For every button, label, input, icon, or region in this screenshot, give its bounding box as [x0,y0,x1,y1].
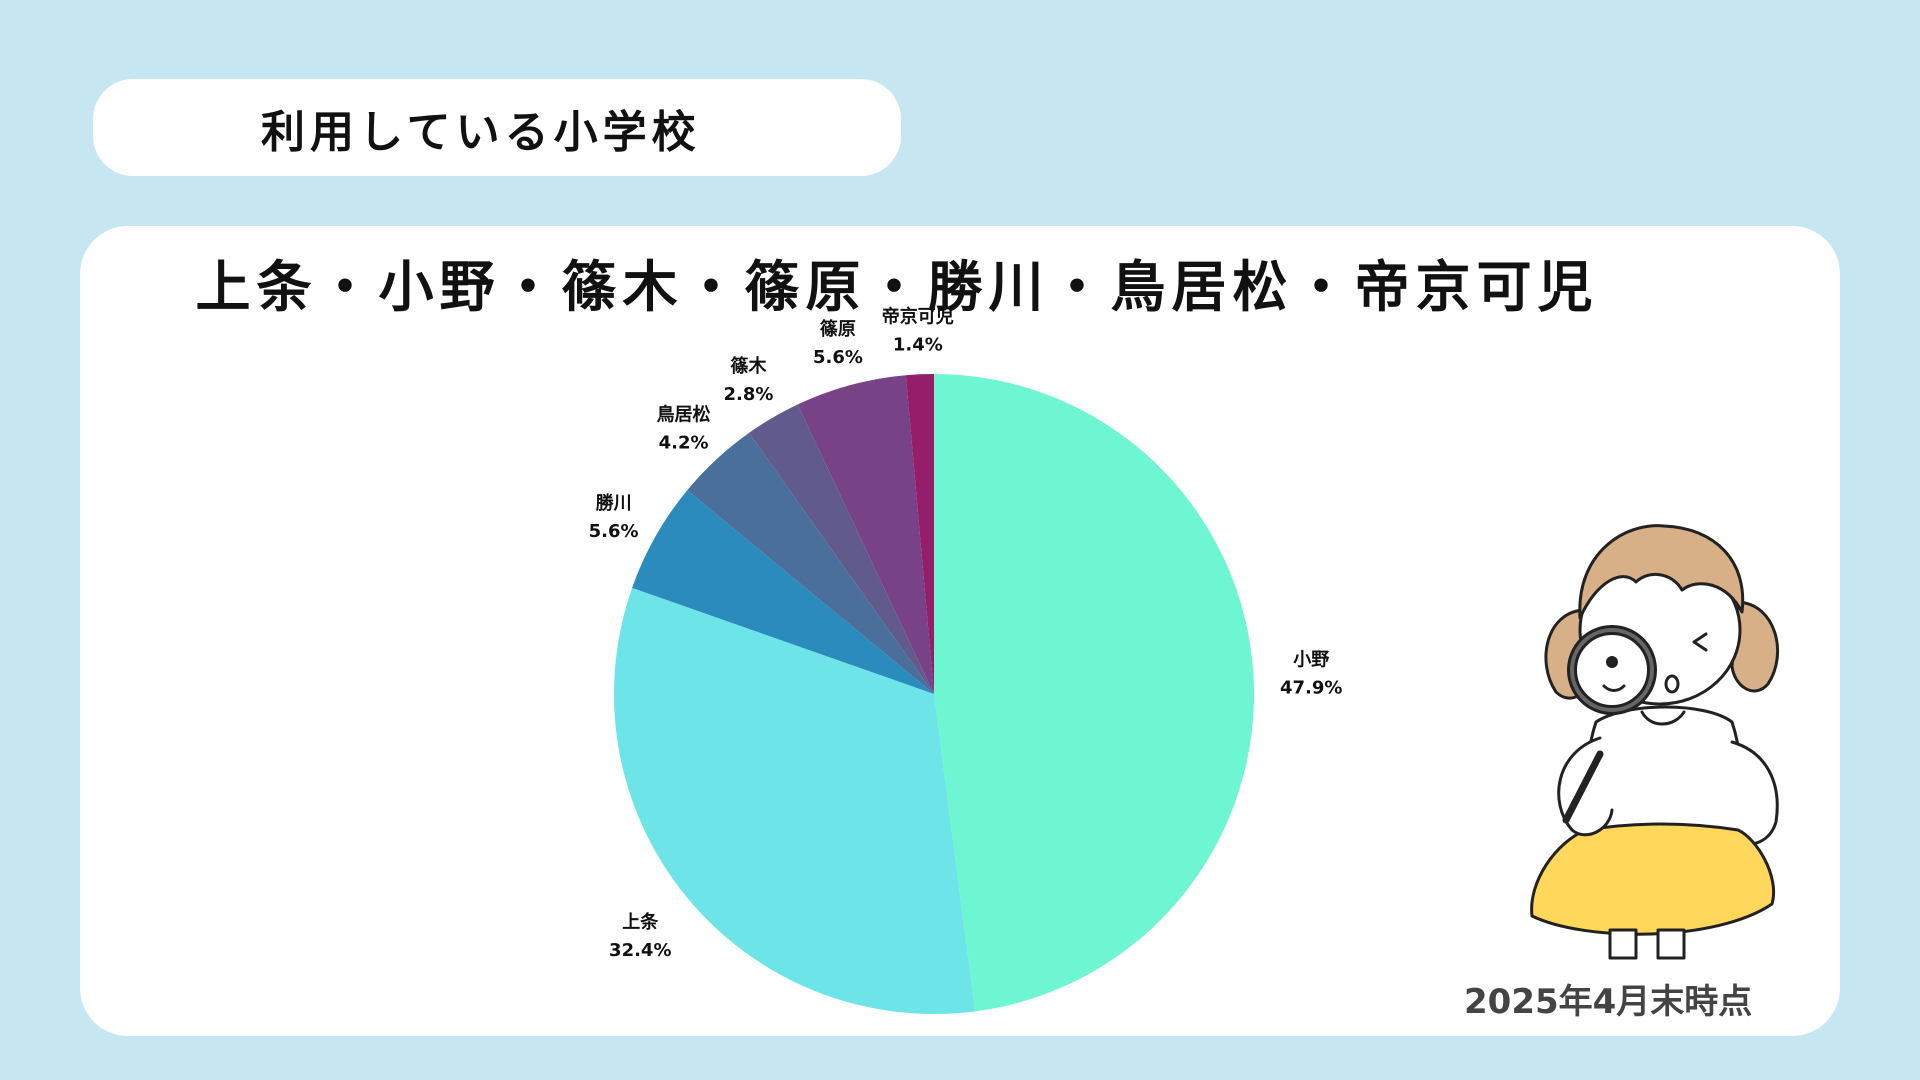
pie-slice-2 [632,490,934,694]
slice-label-6: 帝京可児 [882,305,954,327]
chart-card: 上条・小野・篠木・篠原・勝川・鳥居松・帝京可児 小野 47.9% 上条 32.4% 勝川… [80,226,1840,1036]
slice-value-1: 32.4% [609,940,671,961]
pie-slices [613,374,1255,1014]
slice-value-5: 5.6% [813,347,863,368]
pie-slice-3 [687,432,934,694]
date-note: 2025年4月末時点 [1464,982,1753,1022]
slice-label-3: 鳥居松 [657,403,711,425]
slice-value-4: 2.8% [724,384,774,405]
slice-label-2: 勝川 [596,492,632,514]
slice-label-0: 小野 [1293,650,1329,671]
schools-heading: 上条・小野・篠木・篠原・勝川・鳥居松・帝京可児 [195,255,1599,319]
page-title-pill: 利用している小学校 [93,79,901,176]
slice-value-0: 47.9% [1280,678,1342,699]
pie-slice-0 [934,374,1255,1012]
slice-label-4: 篠木 [730,355,767,377]
pie-slice-5 [797,375,934,694]
slice-value-3: 4.2% [659,432,709,453]
slice-value-2: 5.6% [589,521,639,542]
slice-value-6: 1.4% [893,334,943,355]
girl-with-magnifying-glass-icon [1530,524,1780,960]
pie-labels: 小野 47.9% 上条 32.4% 勝川 5.6% 鳥居松 4.2% 篠木 2.8% 篠原 5.6% 帝… [589,305,1343,961]
pie-slice-4 [749,404,934,694]
slice-label-1: 上条 [622,911,659,933]
pie-slice-6 [905,374,934,694]
slice-label-5: 篠原 [820,318,856,340]
page-title: 利用している小学校 [261,106,701,158]
pie-slice-1 [613,587,976,1014]
pie-chart: 小野 47.9% 上条 32.4% 勝川 5.6% 鳥居松 4.2% 篠木 2.8% 篠原 5.6% 帝… [589,305,1343,1014]
